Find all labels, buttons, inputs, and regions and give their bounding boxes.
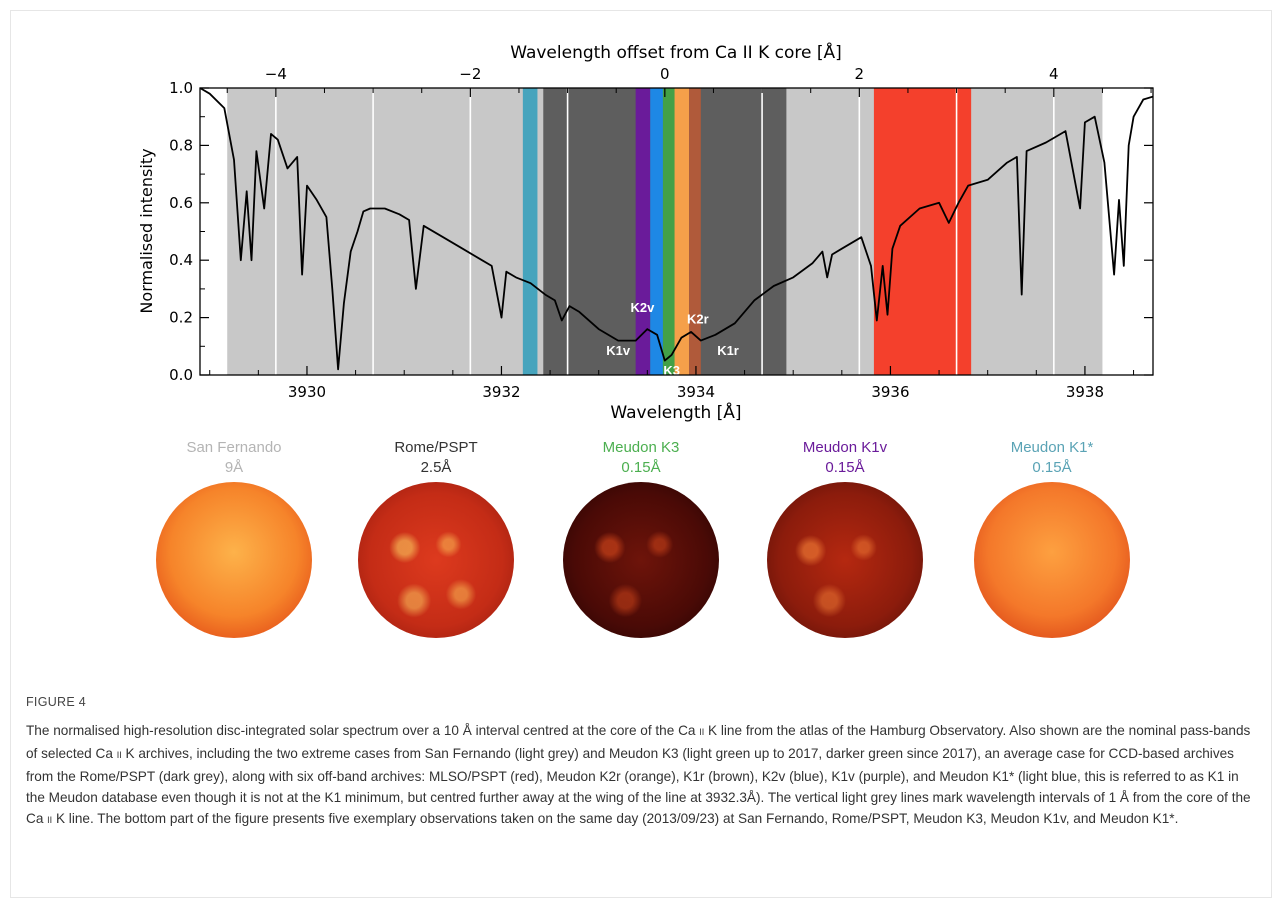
passband-7 xyxy=(674,88,690,375)
top-x-tick-label-2: 0 xyxy=(660,65,670,83)
x-tick-label-2: 3934 xyxy=(677,383,715,401)
figure-frame xyxy=(10,10,1272,898)
caption-ion-2: II xyxy=(116,750,122,760)
caption-ion-3: II xyxy=(47,815,53,825)
y-tick-label-1: 0.2 xyxy=(169,309,193,327)
panel-4-passband: 0.15Å xyxy=(825,459,865,476)
x-tick-label-4: 3938 xyxy=(1066,383,1104,401)
annotation-k1v: K1v xyxy=(606,343,631,358)
x-tick-label-0: 3930 xyxy=(288,383,326,401)
solar-disk-k1v xyxy=(767,482,923,638)
passband-5 xyxy=(650,88,665,375)
annotation-k2v: K2v xyxy=(631,300,656,315)
spectrum-line-0 xyxy=(200,88,1153,371)
passband-6 xyxy=(662,88,678,375)
caption-part-2: K line from the atlas of the Hamburg Obs… xyxy=(26,723,1251,761)
panel-5-passband: 0.15Å xyxy=(1032,459,1072,476)
solar-disk-k3 xyxy=(563,482,719,638)
y-tick-label-0: 0.0 xyxy=(169,366,193,384)
top-x-tick-label-1: −2 xyxy=(459,65,481,83)
spectrum-plot: K2v K2r K1v K1r K3 3930 3932 3934 3936 3938 −4 −2 0… xyxy=(137,41,1154,423)
caption-part-1: The normalised high-resolution disc-inte… xyxy=(26,723,696,738)
top-x-tick-label-4: 4 xyxy=(1049,65,1059,83)
caption-ion-1: II xyxy=(699,727,705,737)
figure-label: FIGURE 4 xyxy=(26,695,87,709)
passband-8 xyxy=(689,88,701,375)
panel-3-name: Meudon K3 xyxy=(602,439,680,456)
top-x-tick-label-0: −4 xyxy=(265,65,287,83)
panel-3-passband: 0.15Å xyxy=(621,459,661,476)
passband-2 xyxy=(522,88,538,375)
y-tick-label-5: 1.0 xyxy=(169,79,193,97)
annotation-k1r: K1r xyxy=(717,343,739,358)
passband-3 xyxy=(873,88,972,375)
caption-part-3: K archives, including the two extreme ca… xyxy=(26,746,1251,826)
x-tick-label-3: 3936 xyxy=(871,383,909,401)
annotation-k2r: K2r xyxy=(687,311,709,326)
y-tick-label-2: 0.4 xyxy=(169,251,193,269)
x-tick-label-1: 3932 xyxy=(482,383,520,401)
x-axis-label: Wavelength [Å] xyxy=(610,401,741,423)
y-axis-label: Normalised intensity xyxy=(137,148,156,313)
y-tick-label-4: 0.8 xyxy=(169,136,193,154)
panel-5-name: Meudon K1* xyxy=(1010,439,1094,456)
panel-2-name: Rome/PSPT xyxy=(394,439,478,456)
panel-1-passband: 9Å xyxy=(224,459,244,476)
panel-4-name: Meudon K1v xyxy=(802,439,888,456)
passband-4 xyxy=(635,88,651,375)
solar-disk-k1star xyxy=(974,482,1130,638)
solar-disk-rome xyxy=(358,482,514,638)
panel-2-passband: 2.5Å xyxy=(420,459,452,476)
panel-1-name: San Fernando xyxy=(186,439,282,456)
caption-part-4: K line. The bottom part of the figure pr… xyxy=(55,811,1179,826)
top-x-tick-label-3: 2 xyxy=(855,65,865,83)
figure-caption: The normalised high-resolution disc-inte… xyxy=(26,720,1258,831)
top-x-axis-label: Wavelength offset from Ca II K core [Å] xyxy=(510,41,842,63)
solar-disk-sanfernando xyxy=(156,482,312,638)
y-tick-label-3: 0.6 xyxy=(169,194,193,212)
annotation-k3: K3 xyxy=(663,363,680,378)
